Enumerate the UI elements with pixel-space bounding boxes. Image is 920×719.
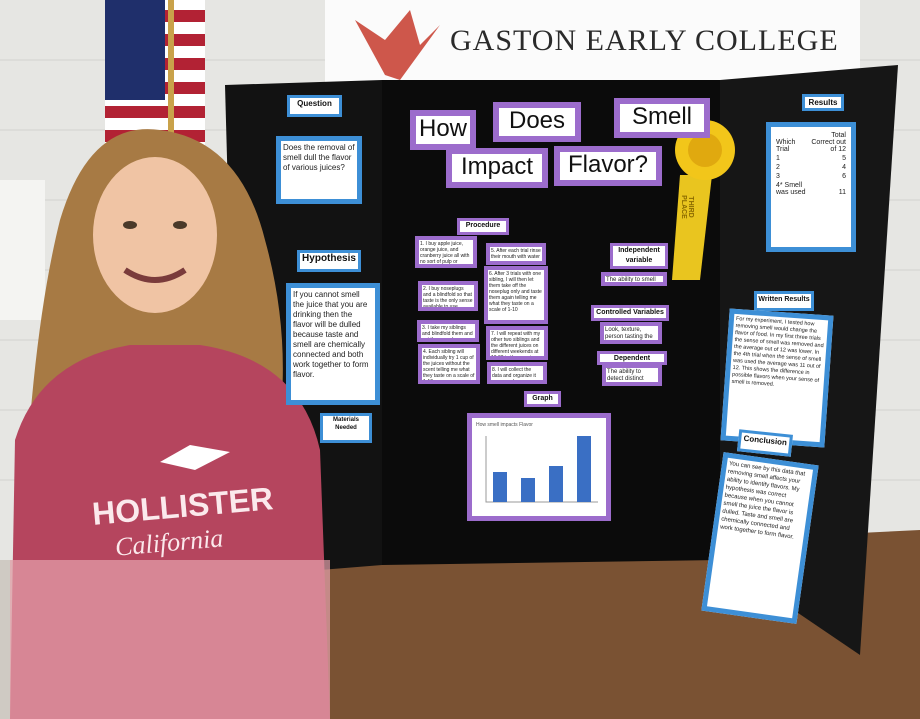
procedure-step: 5. After each trial rinse their mouth wi…: [486, 243, 546, 265]
procedure-step: 7. I will repeat with my other two sibli…: [486, 326, 548, 360]
phoenix-logo: [355, 10, 440, 80]
table-cell: 3: [776, 173, 780, 180]
procedure-step: 6. After 3 trials with one sibling, I wi…: [484, 266, 548, 324]
title-word: Impact: [446, 148, 548, 188]
graph-title: How smell impacts Flavor: [476, 422, 533, 428]
written-results-text: For my experiment, I tested how removing…: [720, 308, 834, 448]
results-box: Which Trial Total Correct out of 12 1 5 2 4 3 6…: [766, 122, 856, 252]
graph-bar: [493, 472, 507, 502]
board-center-panel: [382, 80, 720, 565]
controlled-text: Look, texture, person tasting the food: [600, 322, 662, 344]
written-results-heading: Written Results: [754, 291, 814, 311]
table-cell: 4: [842, 164, 846, 171]
table-cell: 1: [776, 155, 780, 162]
table-cell: 6: [842, 173, 846, 180]
materials-heading: Materials Needed: [320, 413, 372, 443]
controlled-heading: Controlled Variables: [591, 305, 669, 321]
question-heading: Question: [287, 95, 342, 117]
table-cell: 2: [776, 164, 780, 171]
sign-text: GASTON EARLY COLLEGE: [450, 24, 839, 57]
girl: [10, 129, 330, 719]
table-cell: Which Trial: [776, 139, 796, 153]
procedure-step: 1. I buy apple juice, orange juice, and …: [415, 236, 477, 268]
procedure-heading: Procedure: [457, 218, 509, 235]
procedure-step: 4. Each sibling will individually try 1 …: [418, 344, 480, 384]
table-cell: 11: [838, 189, 846, 196]
hypothesis-text: If you cannot smell the juice that you a…: [286, 283, 380, 405]
table-row: Which Trial Total Correct out of 12: [775, 131, 847, 154]
graph: How smell impacts Flavor: [472, 418, 606, 516]
table-cell: Total Correct out of 12: [811, 132, 846, 153]
title-word: Does: [493, 102, 581, 142]
procedure-step: 3. I take my siblings and blindfold them…: [417, 320, 479, 342]
graph-bar: [577, 436, 591, 502]
ribbon-text: THIRD PLACE: [680, 195, 694, 219]
dependent-heading: Dependent variable: [597, 351, 667, 365]
table-cell: 5: [842, 155, 846, 162]
dependent-text: The ability to detect distinct flavors: [602, 364, 662, 386]
title-word: Flavor?: [554, 146, 662, 186]
flag: [105, 0, 205, 150]
independent-heading: Independent variable: [610, 243, 668, 269]
graph-frame: How smell impacts Flavor: [467, 413, 611, 521]
title-word: How: [410, 110, 476, 150]
table-cell: 4* Smell was used: [776, 182, 806, 196]
title-word: Smell: [614, 98, 710, 138]
results-table: Which Trial Total Correct out of 12 1 5 2 4 3 6…: [775, 131, 847, 197]
results-heading: Results: [802, 94, 844, 111]
graph-bar: [521, 478, 535, 502]
question-text: Does the removal of smell dull the flavo…: [276, 136, 362, 204]
hypothesis-heading: Hypothesis: [297, 250, 361, 272]
table-row: 4* Smell was used 11: [775, 181, 847, 197]
graph-bar: [549, 466, 563, 502]
procedure-step: 2. I buy noseplugs and a blindfold so th…: [418, 281, 478, 311]
wall-panel: [0, 180, 45, 320]
independent-text: The ability to smell: [601, 272, 667, 286]
graph-heading: Graph: [524, 391, 561, 407]
procedure-step: 8. I will collect the data and organize …: [487, 362, 547, 384]
